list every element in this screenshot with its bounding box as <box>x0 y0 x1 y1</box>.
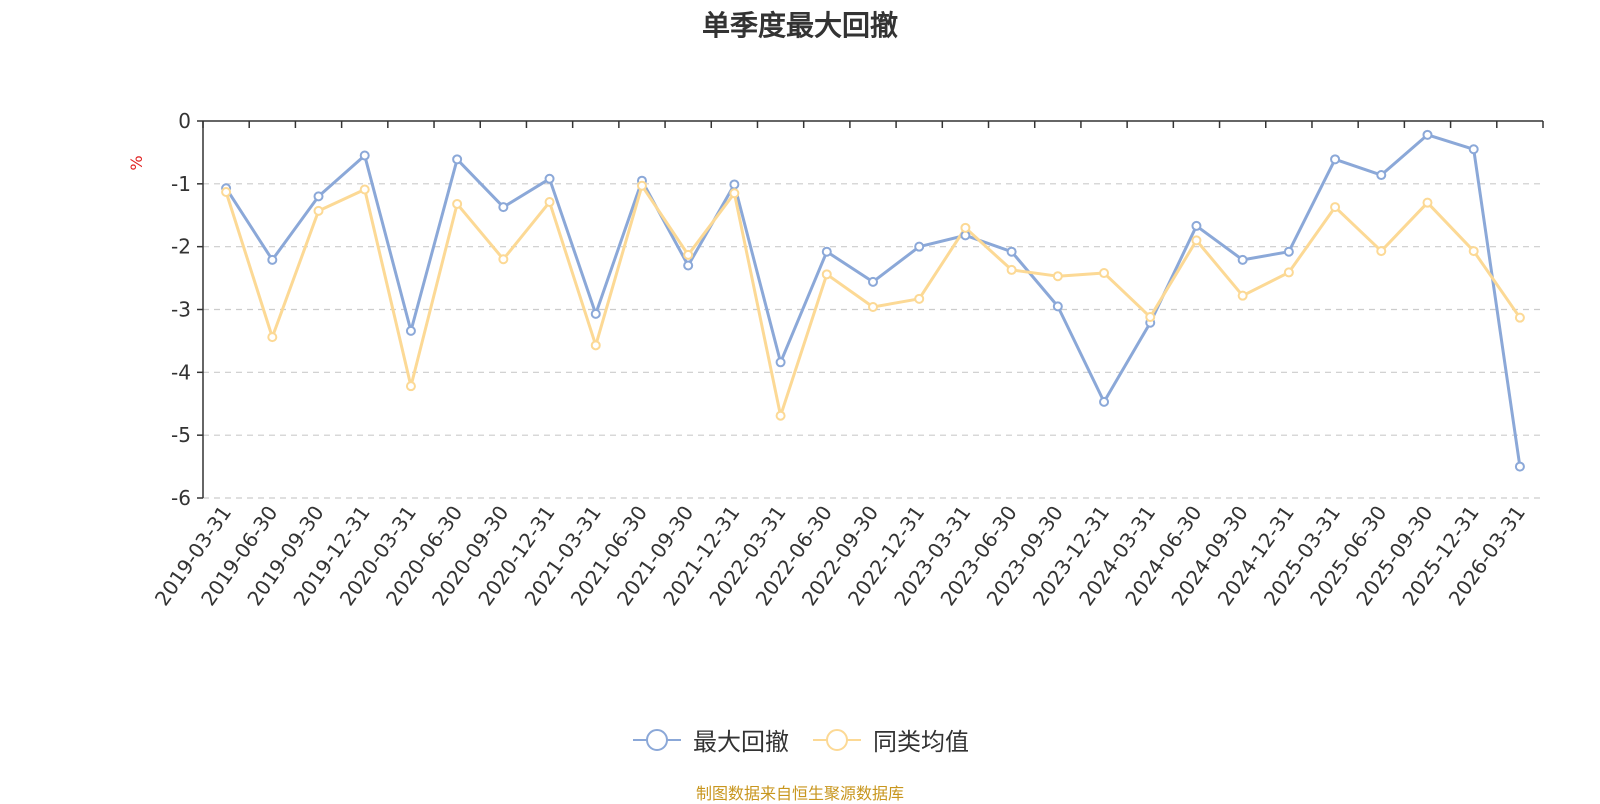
legend-item-2[interactable]: 同类均值 <box>811 722 969 757</box>
series-2-point <box>1283 267 1294 278</box>
legend-swatch-icon <box>813 728 861 751</box>
series-2-point <box>1468 246 1479 257</box>
series-2-point <box>1006 264 1017 275</box>
series-lines <box>221 129 1525 472</box>
series-2-point <box>868 301 878 312</box>
series-1-point <box>1376 170 1387 181</box>
series-2-point <box>1237 290 1248 301</box>
y-tick-label: -2 <box>171 235 191 259</box>
series-2-point <box>267 332 278 343</box>
series-1-point <box>1514 461 1525 472</box>
series-2-point <box>1514 312 1525 323</box>
series-2-point <box>775 410 786 421</box>
series-2-point <box>544 197 555 208</box>
series-1-point <box>775 357 786 368</box>
series-1-point <box>498 202 509 213</box>
legend-swatch-icon <box>633 728 681 751</box>
series-2-point <box>498 254 509 265</box>
series-1-point <box>544 173 555 184</box>
series-2-point <box>405 381 416 392</box>
y-tick-label: -3 <box>171 298 191 322</box>
series-1-point <box>1099 396 1110 407</box>
y-tick-label: -5 <box>171 423 191 447</box>
legend: 最大回撤 同类均值 <box>0 722 1600 757</box>
legend-label: 同类均值 <box>873 728 969 756</box>
series-2-point <box>1330 202 1341 213</box>
series-line-1 <box>224 133 1522 467</box>
series-2-point <box>1422 197 1433 208</box>
series-2-point <box>359 184 370 195</box>
line-chart: 0-1-2-3-4-5-62019-03-312019-06-302019-09… <box>127 109 1544 610</box>
series-2-point <box>1145 312 1156 323</box>
series-2-point <box>914 293 925 304</box>
series-2-point <box>452 198 463 209</box>
series-1-point <box>683 260 694 271</box>
y-axis-unit-label: % <box>127 155 146 170</box>
series-1-point <box>405 325 416 336</box>
series-2-point <box>960 222 971 233</box>
series-1-point <box>1468 144 1479 155</box>
series-1-point <box>452 154 463 165</box>
series-2-point <box>221 187 232 198</box>
series-1-point <box>1006 246 1017 257</box>
series-1-point <box>1330 154 1341 165</box>
series-2-point <box>636 180 647 191</box>
series-1-point <box>729 179 740 190</box>
series-1-point <box>590 308 601 319</box>
series-2-point <box>821 269 832 280</box>
series-2-point <box>1099 268 1110 279</box>
series-1-point <box>868 276 878 287</box>
series-1-point <box>313 191 324 202</box>
y-tick-label: -4 <box>171 360 191 384</box>
source-note: 制图数据来自恒生聚源数据库 <box>695 784 904 803</box>
series-2-point <box>313 205 324 216</box>
series-1-point <box>1422 129 1433 140</box>
legend-label: 最大回撤 <box>693 728 789 756</box>
y-tick-label: 0 <box>178 109 191 133</box>
series-1-point <box>267 254 278 265</box>
series-2-point <box>1191 235 1202 246</box>
series-1-point <box>1237 254 1248 265</box>
y-tick-label: -1 <box>171 172 191 196</box>
series-1-point <box>1191 220 1202 231</box>
series-1-point <box>359 150 370 161</box>
series-2-point <box>729 188 740 199</box>
series-2-point <box>683 249 694 260</box>
grid-lines <box>203 183 1543 499</box>
chart-title: 单季度最大回撤 <box>701 9 898 42</box>
series-1-point <box>1283 246 1294 257</box>
legend-item-1[interactable]: 最大回撤 <box>631 722 789 757</box>
series-2-point <box>1376 246 1387 257</box>
series-1-point <box>1052 301 1063 312</box>
series-1-point <box>914 241 925 252</box>
y-tick-label: -6 <box>171 486 191 510</box>
series-1-point <box>821 246 832 257</box>
series-2-point <box>1052 271 1063 282</box>
series-2-point <box>590 340 601 351</box>
